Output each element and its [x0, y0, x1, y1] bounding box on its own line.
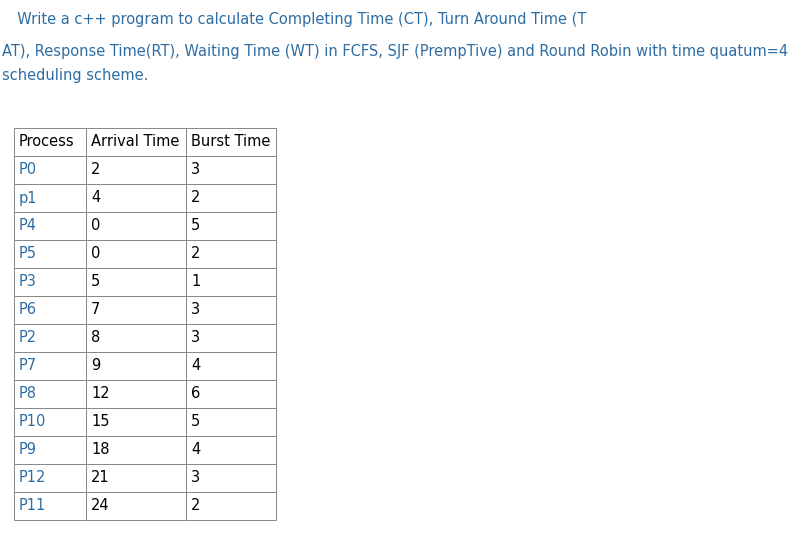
Bar [14, 184, 86, 212]
Text: P7: P7 [19, 359, 37, 374]
Text: 12: 12 [91, 386, 110, 401]
Bar [186, 268, 276, 296]
Bar [186, 436, 276, 464]
Bar [14, 464, 86, 492]
Text: 7: 7 [91, 302, 100, 317]
Text: P4: P4 [19, 219, 37, 234]
Text: 2: 2 [91, 162, 100, 177]
Bar [86, 156, 186, 184]
Text: 4: 4 [191, 443, 200, 458]
Text: P6: P6 [19, 302, 37, 317]
Bar [14, 296, 86, 324]
Text: 3: 3 [191, 331, 200, 346]
Bar [86, 380, 186, 408]
Bar [186, 240, 276, 268]
Bar [186, 380, 276, 408]
Text: AT), Response Time(RT), Waiting Time (WT) in FCFS, SJF (PrempTive) and Round Rob: AT), Response Time(RT), Waiting Time (WT… [2, 44, 788, 59]
Text: 24: 24 [91, 498, 110, 513]
Bar [186, 324, 276, 352]
Bar [14, 268, 86, 296]
Text: 15: 15 [91, 414, 110, 429]
Bar [186, 184, 276, 212]
Text: 4: 4 [91, 190, 100, 205]
Bar [186, 156, 276, 184]
Bar [186, 408, 276, 436]
Bar [186, 464, 276, 492]
Text: P8: P8 [19, 386, 37, 401]
Text: 1: 1 [191, 274, 200, 289]
Text: P9: P9 [19, 443, 37, 458]
Bar [14, 240, 86, 268]
Text: P12: P12 [19, 471, 46, 486]
Text: 5: 5 [191, 414, 200, 429]
Bar [86, 184, 186, 212]
Text: 4: 4 [191, 359, 200, 374]
Text: 2: 2 [191, 247, 200, 262]
Bar [86, 128, 186, 156]
Bar [86, 268, 186, 296]
Bar [14, 408, 86, 436]
Bar [86, 464, 186, 492]
Bar [186, 212, 276, 240]
Text: 5: 5 [91, 274, 100, 289]
Bar [186, 492, 276, 520]
Text: 0: 0 [91, 219, 100, 234]
Bar [86, 240, 186, 268]
Bar [186, 352, 276, 380]
Text: Burst Time: Burst Time [191, 135, 271, 150]
Text: Arrival Time: Arrival Time [91, 135, 179, 150]
Text: P10: P10 [19, 414, 46, 429]
Text: P5: P5 [19, 247, 37, 262]
Text: Write a c++ program to calculate Completing Time (CT), Turn Around Time (T: Write a c++ program to calculate Complet… [8, 12, 587, 27]
Text: 18: 18 [91, 443, 110, 458]
Text: 0: 0 [91, 247, 100, 262]
Text: 5: 5 [191, 219, 200, 234]
Bar [186, 128, 276, 156]
Text: 9: 9 [91, 359, 100, 374]
Text: 3: 3 [191, 162, 200, 177]
Bar [86, 436, 186, 464]
Text: 3: 3 [191, 471, 200, 486]
Text: 3: 3 [191, 302, 200, 317]
Text: P2: P2 [19, 331, 37, 346]
Bar [86, 212, 186, 240]
Bar [14, 324, 86, 352]
Text: 8: 8 [91, 331, 100, 346]
Text: P3: P3 [19, 274, 37, 289]
Bar [86, 352, 186, 380]
Bar [14, 156, 86, 184]
Bar [186, 296, 276, 324]
Text: P11: P11 [19, 498, 46, 513]
Text: 6: 6 [191, 386, 200, 401]
Bar [14, 436, 86, 464]
Text: 21: 21 [91, 471, 110, 486]
Bar [14, 492, 86, 520]
Text: 2: 2 [191, 190, 200, 205]
Text: Process: Process [19, 135, 74, 150]
Bar [14, 380, 86, 408]
Text: 2: 2 [191, 498, 200, 513]
Bar [14, 352, 86, 380]
Text: scheduling scheme.: scheduling scheme. [2, 68, 149, 83]
Bar [86, 492, 186, 520]
Text: P0: P0 [19, 162, 37, 177]
Text: p1: p1 [19, 190, 37, 205]
Bar [86, 324, 186, 352]
Bar [14, 212, 86, 240]
Bar [14, 128, 86, 156]
Bar [86, 296, 186, 324]
Bar [86, 408, 186, 436]
